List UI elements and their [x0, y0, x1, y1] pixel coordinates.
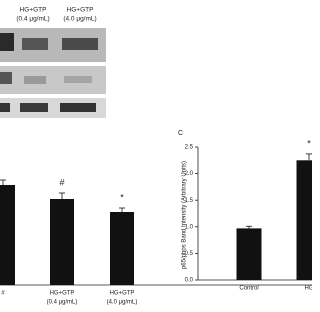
- blot-label: HG+GTP: [67, 7, 94, 14]
- x-tick-label: (0.4 μg/mL): [47, 300, 78, 306]
- blot-label: (4.0 μg/mL): [63, 16, 96, 23]
- blot-label: (0.4 μg/mL): [16, 16, 49, 23]
- x-tick-label: Control: [239, 286, 258, 292]
- blot-band: [22, 38, 48, 50]
- blot-band: [24, 76, 46, 84]
- x-tick-label: (4.0 μg/mL): [107, 300, 138, 306]
- annotation: #: [59, 177, 64, 187]
- bar: [236, 228, 262, 280]
- annotation: *: [120, 192, 124, 202]
- bar: [110, 212, 134, 285]
- annotation: *: [307, 138, 311, 148]
- y-tick-label: 0.0: [185, 278, 194, 284]
- figure: HG+GTP (0.4 μg/mL) HG+GTP (4.0 μg/mL) C …: [0, 7, 313, 306]
- y-tick-label: 1.0: [185, 224, 194, 230]
- y-tick-label: 1.5: [185, 198, 194, 204]
- blot-label: HG+GTP: [20, 7, 47, 14]
- x-tick-label: #: [1, 291, 5, 297]
- y-tick-label: 0.5: [185, 251, 194, 257]
- y-tick-label: 2.5: [185, 145, 194, 151]
- blot-band: [0, 103, 10, 112]
- bar: [296, 160, 312, 280]
- blot-band: [0, 72, 12, 84]
- western-blot: HG+GTP (0.4 μg/mL) HG+GTP (4.0 μg/mL): [0, 7, 106, 118]
- bar: [0, 185, 15, 285]
- bar: [50, 199, 74, 285]
- y-tick-label: 2.0: [185, 171, 194, 177]
- y-axis-label: p65/phos Band Intensity (Arbitrary Units…: [182, 161, 188, 269]
- blot-band: [0, 33, 14, 51]
- blot-band: [20, 103, 48, 112]
- blot-band: [64, 76, 92, 83]
- blot-band: [60, 103, 96, 112]
- x-tick-label: HG+GTP: [50, 291, 75, 297]
- blot-band: [62, 38, 98, 50]
- x-tick-label: HG+GTP: [110, 291, 135, 297]
- x-tick-label: HG: [305, 286, 313, 292]
- panel-letter: C: [178, 130, 183, 137]
